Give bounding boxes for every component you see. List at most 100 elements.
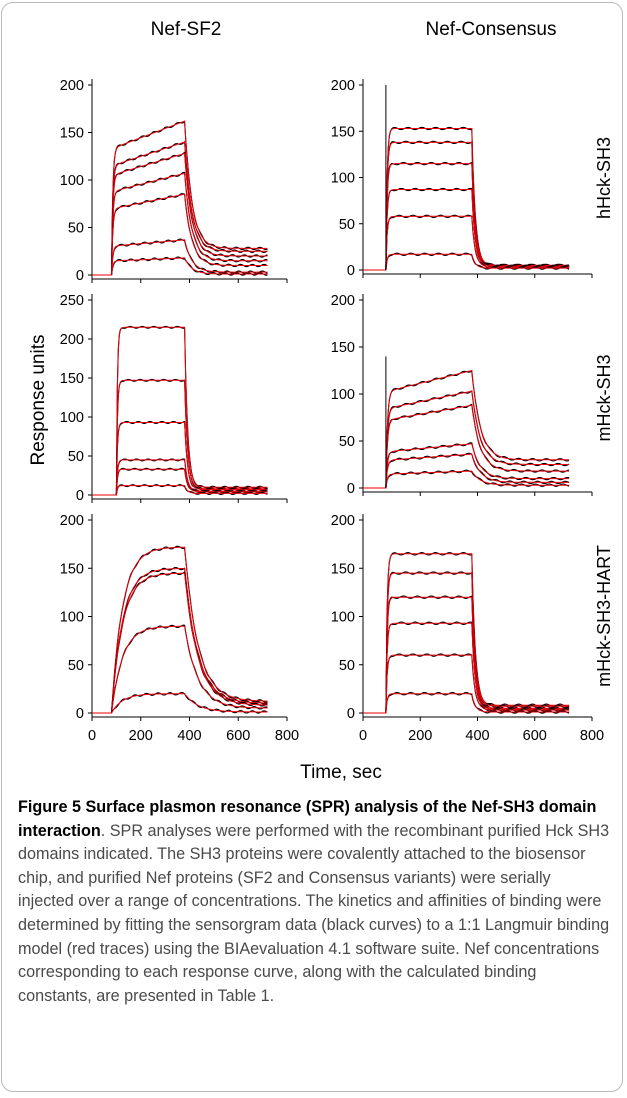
x-tick-label: 400 [177, 728, 201, 744]
fit-curve [92, 625, 268, 714]
data-curve [363, 552, 570, 714]
fit-curve [363, 215, 570, 271]
data-curve [92, 566, 268, 714]
fit-curve [363, 253, 570, 271]
x-axis-label: Time, sec [300, 762, 382, 783]
data-curve [363, 252, 570, 271]
caption-label: Figure 5 [18, 798, 81, 816]
y-tick-label: 50 [339, 434, 355, 450]
caption-title: Surface plasmon resonance (SPR) analysis… [18, 798, 597, 840]
data-curve [363, 126, 570, 271]
y-tick-label: 100 [60, 610, 84, 626]
figure-caption: Figure 5 Surface plasmon resonance (SPR)… [18, 796, 610, 1008]
fit-curve [92, 172, 268, 276]
row-label-mhck-sh3: mHck-SH3 [594, 354, 614, 441]
y-tick-label: 200 [331, 78, 355, 94]
y-tick-label: 150 [60, 561, 84, 577]
sensorgram-figure: Nef-SF2 Nef-Consensus hHck-SH3 mHck-SH3 … [28, 19, 614, 783]
fit-curve [363, 443, 570, 489]
data-curve [363, 469, 570, 489]
data-curve [92, 238, 268, 276]
fit-curve [92, 193, 268, 276]
y-tick-label: 50 [68, 221, 84, 237]
x-tick-label: 800 [580, 728, 604, 744]
y-tick-label: 0 [347, 481, 355, 497]
y-tick-label: 0 [76, 706, 84, 722]
sensorgram-panel-1: 0 50 100 150 200 [60, 78, 288, 284]
y-tick-label: 200 [331, 513, 355, 529]
fit-curve [92, 379, 268, 496]
y-tick-label: 100 [331, 610, 355, 626]
y-tick-label: 100 [60, 410, 84, 426]
x-tick-label: 0 [88, 728, 96, 744]
row-label-mhck-sh3-hart: mHck-SH3-HART [594, 545, 614, 687]
fit-curve [92, 141, 268, 276]
fit-curve [92, 326, 268, 496]
fit-curve [363, 622, 570, 714]
y-tick-label: 50 [68, 658, 84, 674]
fit-curve [363, 654, 570, 714]
fit-curve [92, 239, 268, 276]
data-curve [363, 691, 570, 714]
fit-curve [363, 369, 570, 489]
sensorgram-panel-6: 0 50 100 150 200 0 200 400 600 800 [331, 513, 604, 744]
sensorgram-panel-3: 0 50 100 150 200 250 [60, 293, 288, 504]
data-curve [92, 151, 268, 276]
y-tick-label: 0 [347, 263, 355, 279]
data-curve [363, 187, 570, 271]
fit-curve [363, 404, 570, 489]
fit-curve [92, 546, 268, 714]
data-curve [363, 571, 570, 714]
data-curve [363, 214, 570, 271]
fit-curve [92, 572, 268, 714]
row-label-hhck-sh3: hHck-SH3 [594, 137, 614, 219]
data-curve [92, 484, 268, 496]
y-tick-label: 50 [339, 658, 355, 674]
y-axis-label: Response units [28, 335, 49, 466]
fit-curve [363, 553, 570, 714]
y-tick-label: 200 [60, 78, 84, 94]
data-curve [92, 193, 268, 276]
fit-curve [92, 693, 268, 714]
y-tick-label: 150 [60, 371, 84, 387]
fit-curve [363, 453, 570, 489]
y-tick-label: 50 [339, 217, 355, 233]
x-tick-label: 600 [523, 728, 547, 744]
y-tick-label: 150 [331, 124, 355, 140]
caption-body: . SPR analyses were performed with the r… [18, 821, 610, 1005]
fit-curve [363, 189, 570, 271]
y-tick-label: 100 [60, 173, 84, 189]
y-tick-label: 100 [331, 171, 355, 187]
y-tick-label: 50 [68, 449, 84, 465]
fit-curve [92, 567, 268, 714]
y-tick-label: 150 [331, 561, 355, 577]
y-tick-label: 200 [60, 332, 84, 348]
fit-curve [363, 693, 570, 714]
fit-curve [92, 152, 268, 276]
fit-curve [92, 485, 268, 496]
fit-curve [92, 120, 268, 276]
column-title-nef-sf2: Nef-SF2 [151, 19, 222, 40]
y-tick-label: 0 [347, 706, 355, 722]
sensorgram-panel-4: 0 50 100 150 200 [331, 293, 593, 497]
x-tick-label: 800 [275, 728, 299, 744]
sensorgram-panel-2: 0 50 100 150 200 [331, 78, 593, 279]
data-curve [92, 420, 268, 496]
y-tick-label: 100 [331, 387, 355, 403]
x-tick-label: 600 [226, 728, 250, 744]
column-title-nef-consensus: Nef-Consensus [426, 19, 557, 40]
y-tick-label: 200 [60, 513, 84, 529]
y-tick-label: 150 [60, 126, 84, 142]
fit-curve [363, 572, 570, 714]
x-tick-label: 0 [359, 728, 367, 744]
data-curve [363, 621, 570, 714]
data-curve [92, 545, 268, 714]
fit-curve [363, 596, 570, 714]
x-tick-label: 200 [129, 728, 153, 744]
sensorgram-panel-5: 0 50 100 150 200 0 200 400 600 800 [60, 513, 299, 744]
fit-curve [363, 470, 570, 489]
fit-curve [92, 257, 268, 276]
x-tick-label: 400 [465, 728, 489, 744]
y-tick-label: 250 [60, 293, 84, 309]
fit-curve [363, 141, 570, 271]
